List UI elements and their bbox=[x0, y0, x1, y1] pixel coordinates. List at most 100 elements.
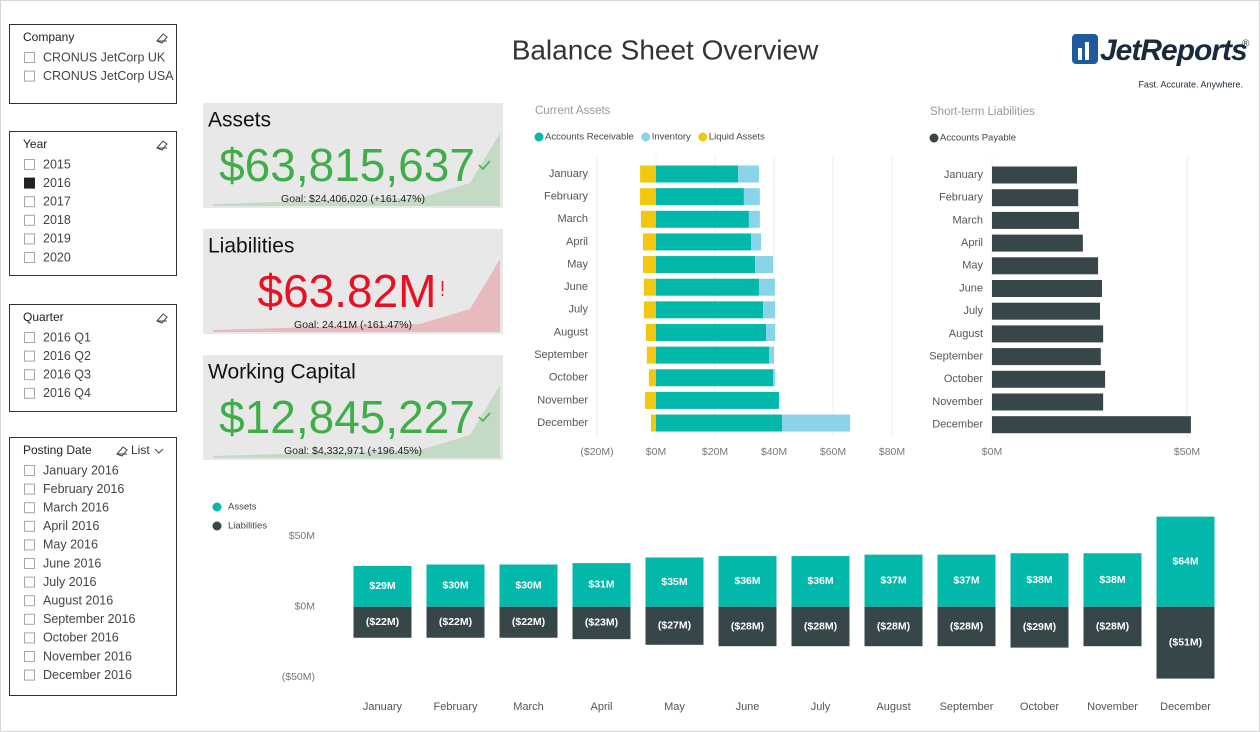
y-tick-label: $0M bbox=[295, 601, 315, 613]
bar bbox=[748, 210, 760, 228]
slicer-item[interactable]: 2016 Q4 bbox=[43, 386, 91, 400]
chart-title: Short-term Liabilities bbox=[930, 106, 1035, 118]
slicer-item[interactable]: 2018 bbox=[43, 213, 71, 227]
data-label: $30M bbox=[515, 579, 542, 591]
checkbox[interactable] bbox=[24, 350, 35, 362]
checkbox[interactable] bbox=[24, 558, 35, 569]
slicer-item[interactable]: 2016 Q3 bbox=[43, 367, 91, 381]
kpi-trend-area bbox=[213, 133, 500, 206]
data-label: ($51M) bbox=[1169, 636, 1202, 648]
slicer-item[interactable]: May 2016 bbox=[43, 538, 98, 552]
bar bbox=[1156, 606, 1215, 679]
slicer-item[interactable]: 2017 bbox=[43, 194, 71, 208]
bar bbox=[992, 189, 1079, 207]
slicer-item[interactable]: CRONUS JetCorp UK bbox=[43, 50, 166, 64]
checkbox[interactable] bbox=[24, 483, 35, 495]
bar bbox=[656, 323, 767, 341]
bar bbox=[656, 414, 782, 432]
clear-selection-icon[interactable] bbox=[156, 140, 168, 151]
bar bbox=[992, 211, 1079, 229]
bar bbox=[750, 233, 762, 251]
checkbox[interactable] bbox=[24, 651, 35, 662]
y-tick-label: June bbox=[564, 281, 588, 293]
bar bbox=[738, 165, 759, 183]
checkbox[interactable] bbox=[24, 539, 35, 551]
x-tick-label: March bbox=[513, 701, 544, 713]
bar-chart: Current Assets Accounts Receivable Invento… bbox=[534, 105, 905, 458]
checkbox[interactable] bbox=[24, 632, 35, 644]
checkbox[interactable] bbox=[24, 52, 35, 63]
slicer-item[interactable]: 2015 bbox=[43, 157, 71, 171]
slicer-item[interactable]: July 2016 bbox=[43, 575, 97, 589]
clear-selection-icon[interactable] bbox=[116, 446, 128, 457]
checkbox-checked[interactable] bbox=[24, 177, 35, 189]
data-label: $35M bbox=[661, 576, 688, 588]
slicer-item[interactable]: November 2016 bbox=[43, 649, 132, 663]
checkbox[interactable] bbox=[24, 252, 35, 263]
checkbox[interactable] bbox=[24, 196, 35, 208]
slicer-item[interactable]: 2016 Q2 bbox=[43, 349, 91, 363]
bar bbox=[937, 554, 996, 607]
slicer-frame bbox=[9, 24, 177, 104]
checkbox[interactable] bbox=[24, 595, 35, 607]
kpi-value: $63.82M bbox=[257, 265, 436, 317]
bar bbox=[773, 369, 776, 387]
slicer-item[interactable]: June 2016 bbox=[43, 556, 101, 570]
checkbox[interactable] bbox=[24, 465, 35, 476]
checkbox[interactable] bbox=[24, 669, 35, 681]
data-label: ($22M) bbox=[366, 616, 399, 628]
clear-selection-icon[interactable] bbox=[156, 313, 168, 324]
kpi-card: Liabilities $63.82M Goal: 24.41M (-161.47%… bbox=[203, 229, 503, 334]
kpi-title: Working Capital bbox=[208, 361, 356, 384]
slicer-mode[interactable]: List bbox=[131, 443, 150, 457]
slicer-item[interactable]: August 2016 bbox=[43, 593, 113, 607]
checkbox[interactable] bbox=[24, 233, 35, 245]
slicer-item[interactable]: October 2016 bbox=[43, 631, 119, 645]
slicer-item[interactable]: March 2016 bbox=[43, 500, 109, 514]
slicer-item[interactable]: February 2016 bbox=[43, 482, 124, 496]
x-tick-label: June bbox=[736, 701, 760, 713]
checkbox[interactable] bbox=[24, 214, 35, 226]
y-tick-label: July bbox=[568, 304, 588, 316]
bar bbox=[353, 606, 412, 638]
slicer-item[interactable]: 2020 bbox=[43, 250, 71, 264]
x-tick-label: July bbox=[811, 701, 831, 713]
kpi-background bbox=[203, 229, 503, 334]
slicer-item[interactable]: September 2016 bbox=[43, 612, 135, 626]
slicer-item[interactable]: December 2016 bbox=[43, 668, 132, 682]
checkbox[interactable] bbox=[24, 369, 35, 381]
x-tick-label: May bbox=[664, 701, 685, 713]
slicer-item[interactable]: 2019 bbox=[43, 232, 71, 246]
bar bbox=[992, 370, 1106, 388]
bar bbox=[1083, 606, 1142, 647]
data-label: ($22M) bbox=[512, 616, 545, 628]
checkbox[interactable] bbox=[24, 613, 35, 625]
checkbox[interactable] bbox=[24, 502, 35, 514]
checkbox[interactable] bbox=[24, 387, 35, 399]
x-tick-label: $40M bbox=[761, 446, 787, 458]
bar bbox=[992, 325, 1104, 343]
x-tick-label: $20M bbox=[702, 446, 728, 458]
checkbox[interactable] bbox=[24, 70, 35, 82]
checkbox[interactable] bbox=[24, 159, 35, 170]
slicer-item[interactable]: 2016 bbox=[43, 176, 71, 190]
legend-label: Liabilities bbox=[228, 521, 267, 532]
bar bbox=[864, 554, 923, 607]
bar bbox=[426, 564, 485, 607]
bar bbox=[650, 414, 656, 432]
clear-selection-icon[interactable] bbox=[156, 33, 168, 44]
checkbox[interactable] bbox=[24, 520, 35, 532]
slicer-item[interactable]: April 2016 bbox=[43, 519, 99, 533]
bar bbox=[763, 301, 776, 319]
slicer-item[interactable]: January 2016 bbox=[43, 463, 119, 477]
dropdown-chevron[interactable] bbox=[154, 448, 164, 454]
checkbox[interactable] bbox=[24, 332, 35, 343]
logo: JetReports® Fast. Accurate. Anywhere. bbox=[1072, 34, 1250, 89]
y-tick-label: October bbox=[549, 372, 588, 384]
slicer-item[interactable]: 2016 Q1 bbox=[43, 330, 91, 344]
slicer-item[interactable]: CRONUS JetCorp USA bbox=[43, 69, 174, 83]
logo-mark: ® bbox=[1242, 39, 1250, 50]
data-label: ($29M) bbox=[1023, 621, 1056, 633]
logo-icon-bar bbox=[1078, 48, 1082, 60]
checkbox[interactable] bbox=[24, 576, 35, 588]
